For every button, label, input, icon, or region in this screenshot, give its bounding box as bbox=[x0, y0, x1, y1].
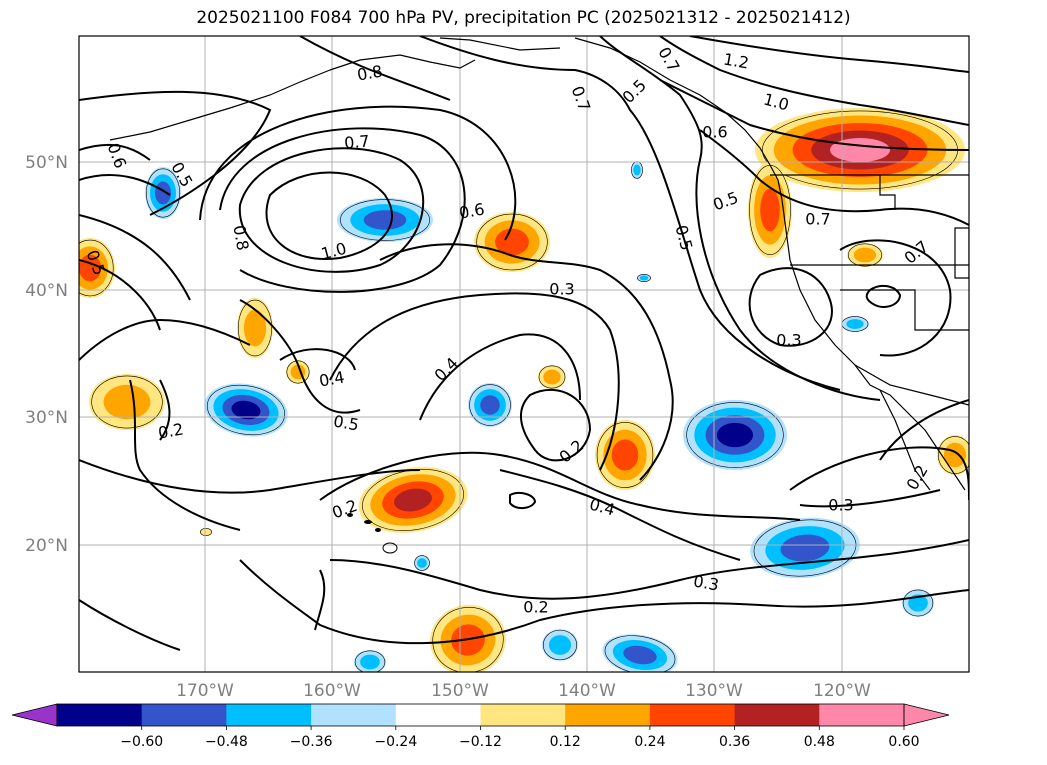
colorbar-tick-label: −0.60 bbox=[120, 734, 163, 750]
colorbar-extend-low bbox=[11, 703, 58, 727]
colorbar-tick-label: −0.24 bbox=[374, 734, 417, 750]
lon-label-130w: 130°W bbox=[685, 681, 743, 701]
lon-label-160w: 160°W bbox=[303, 681, 361, 701]
precip-blob-142w-33n bbox=[538, 365, 566, 389]
precip-blob-west-subtropics bbox=[89, 374, 165, 430]
colorbar-segment bbox=[734, 704, 820, 726]
contour-label: 0.3 bbox=[549, 280, 574, 299]
precip-blob-141w-13n bbox=[542, 629, 578, 661]
precip-blob-170w-40n bbox=[237, 298, 273, 358]
contour-label: 0.2 bbox=[523, 598, 548, 617]
colorbar-segment bbox=[480, 704, 566, 726]
precip-blob-128w-29n bbox=[683, 400, 787, 470]
lon-label-140w: 140°W bbox=[558, 681, 616, 701]
precip-blob-166w-30n bbox=[204, 383, 288, 437]
colorbar-segment bbox=[141, 704, 227, 726]
precip-blob-far-west bbox=[79, 238, 115, 298]
precip-blob-155w-45n bbox=[337, 198, 433, 242]
precip-blob-112w-16n bbox=[902, 589, 934, 617]
colorbar-segment bbox=[649, 704, 736, 726]
colorbar-tick-label: 0.12 bbox=[550, 734, 581, 750]
contour-label: 0.3 bbox=[776, 331, 801, 350]
contour-label: 0.4 bbox=[318, 367, 346, 390]
pv-contours bbox=[79, 36, 969, 651]
precip-blob-great-basin bbox=[847, 243, 883, 267]
colorbar-tick-label: 0.24 bbox=[634, 734, 665, 750]
colorbar-tick-label: 0.36 bbox=[719, 734, 750, 750]
colorbar-segment bbox=[819, 704, 905, 726]
colorbar-extend-high bbox=[903, 703, 950, 727]
colorbar-segment bbox=[311, 704, 397, 726]
contour-label: 0.7 bbox=[805, 210, 830, 229]
colorbar-tick-label: 0.48 bbox=[804, 734, 835, 750]
contour-label: 1.2 bbox=[722, 49, 750, 72]
contour-label: 0.6 bbox=[702, 123, 727, 142]
precip-blob-145w-45n bbox=[474, 212, 550, 272]
precip-blob-137w-49n bbox=[631, 161, 643, 179]
hawaii-islands bbox=[347, 513, 398, 554]
contour-label: 0.8 bbox=[229, 224, 252, 252]
contour-label: 0.5 bbox=[332, 411, 360, 434]
lat-label-30n: 30°N bbox=[25, 408, 68, 428]
contour-label: 0.8 bbox=[356, 61, 384, 84]
colorbar: −0.60 −0.48 −0.36 −0.24 −0.12 0.12 0.24 0.36 0.4… bbox=[11, 703, 950, 750]
map-frame bbox=[78, 35, 970, 673]
precip-blob-152w-18n bbox=[414, 555, 430, 571]
contour-label: 0.3 bbox=[692, 571, 720, 594]
colorbar-segment bbox=[565, 704, 651, 726]
contour-label: 0.6 bbox=[458, 199, 486, 222]
colorbar-tick-label: −0.12 bbox=[459, 734, 502, 750]
lon-label-120w: 120°W bbox=[813, 681, 871, 701]
precip-blob-small-west bbox=[200, 527, 212, 537]
colorbar-segment bbox=[226, 704, 312, 726]
lat-label-40n: 40°N bbox=[25, 281, 68, 301]
precip-blob-136w-13n bbox=[602, 634, 678, 672]
precip-blob-136w-41n bbox=[637, 273, 651, 283]
precip-blob-pacific-northwest bbox=[755, 108, 965, 192]
contour-label: 0.3 bbox=[828, 496, 853, 515]
colorbar-tick-label: −0.48 bbox=[205, 734, 248, 750]
precip-blob-146w-31n bbox=[468, 383, 512, 427]
contour-label: 0.7 bbox=[343, 131, 370, 152]
contour-label: 0.2 bbox=[157, 419, 185, 442]
lat-label-20n: 20°N bbox=[25, 536, 68, 556]
colorbar-segment bbox=[395, 704, 481, 726]
lat-label-50n: 50°N bbox=[25, 153, 68, 173]
map-title: 2025021100 F084 700 hPa PV, precipitatio… bbox=[196, 8, 851, 28]
lon-label-170w: 170°W bbox=[176, 681, 234, 701]
precip-blob-hawaii-north bbox=[358, 467, 468, 533]
colorbar-tick-label: −0.36 bbox=[290, 734, 333, 750]
graticule bbox=[79, 36, 969, 672]
precip-blob-nevada bbox=[841, 316, 869, 332]
precip-blob-125w-19n bbox=[750, 517, 860, 579]
precip-blob-175w-48n bbox=[145, 167, 181, 219]
precip-blob-155w-12n bbox=[354, 650, 386, 672]
precip-blob-136w-27n bbox=[595, 420, 655, 490]
colorbar-segment bbox=[57, 704, 143, 726]
precip-blob-oregon-coast bbox=[748, 162, 792, 258]
colorbar-tick-label: 0.60 bbox=[888, 734, 919, 750]
lon-label-150w: 150°W bbox=[431, 681, 489, 701]
precip-blob-mexico bbox=[937, 435, 969, 475]
